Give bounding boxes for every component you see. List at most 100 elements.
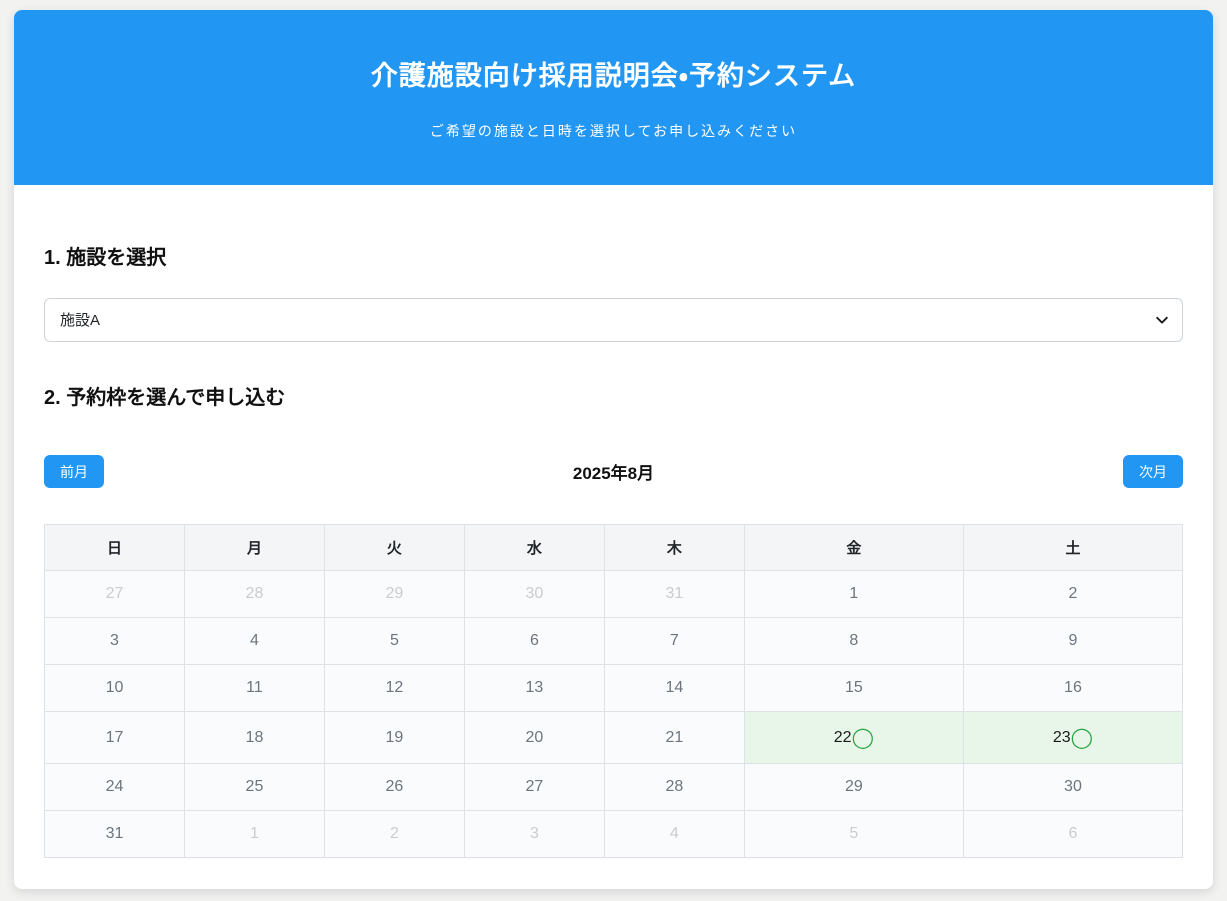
day-cell: 1 (743, 570, 964, 618)
day-cell: 15 (743, 664, 964, 712)
calendar-week-row: 3 4 5 6 7 8 9 (44, 617, 1184, 665)
weekday-header: 土 (962, 524, 1184, 571)
day-number: 4 (250, 632, 259, 649)
day-number: 29 (385, 585, 404, 602)
calendar-week-row: 27 28 29 30 31 1 2 (44, 570, 1184, 618)
day-cell: 4 (183, 617, 325, 665)
day-cell: 10 (44, 664, 185, 712)
calendar-nav: 前月 2025年8月 次月 (44, 455, 1183, 488)
day-cell: 1 (183, 810, 325, 858)
day-cell: 24 (44, 763, 185, 811)
weekday-header: 金 (743, 524, 964, 571)
day-number: 11 (246, 679, 263, 696)
day-cell: 16 (962, 664, 1184, 712)
day-number: 2 (1068, 585, 1078, 602)
facility-section-heading: 1. 施設を選択 (44, 247, 167, 269)
day-number: 6 (1068, 825, 1078, 842)
day-cell: 8 (743, 617, 964, 665)
day-number: 19 (385, 728, 404, 746)
day-cell: 3 (463, 810, 605, 858)
day-number: 31 (665, 585, 684, 602)
available-day-cell[interactable]: 22◯ (743, 711, 964, 764)
day-cell: 13 (463, 664, 605, 712)
weekday-header: 月 (183, 524, 325, 571)
calendar-month-title: 2025年8月 (572, 464, 655, 483)
day-number: 27 (525, 778, 544, 795)
calendar-week-row: 31 1 2 3 4 5 6 (44, 810, 1184, 858)
day-number: 15 (844, 679, 863, 696)
day-number: 1 (250, 825, 259, 842)
day-number: 7 (669, 632, 679, 649)
day-number: 2 (389, 825, 399, 842)
day-number: 5 (389, 632, 399, 649)
day-cell: 14 (603, 664, 745, 712)
day-number: 18 (245, 728, 264, 746)
available-day-cell[interactable]: 23◯ (962, 711, 1184, 764)
day-cell: 2 (323, 810, 465, 858)
facility-select-wrap: 施設A (44, 298, 1183, 342)
day-number: 28 (245, 585, 264, 602)
day-cell: 29 (743, 763, 964, 811)
day-number: 30 (1064, 778, 1082, 795)
day-cell: 31 (44, 810, 185, 858)
day-cell: 11 (183, 664, 325, 712)
day-cell: 7 (603, 617, 745, 665)
day-cell: 31 (603, 570, 745, 618)
day-cell: 29 (323, 570, 465, 618)
day-number: 13 (525, 679, 544, 696)
day-cell: 3 (44, 617, 185, 665)
day-number: 1 (849, 585, 859, 602)
booking-section-heading: 2. 予約枠を選んで申し込む (44, 387, 286, 409)
day-cell: 5 (323, 617, 465, 665)
page-title: 介護施設向け採用説明会・予約システム (370, 61, 857, 91)
weekday-header: 水 (463, 524, 605, 571)
day-cell: 6 (463, 617, 605, 665)
day-cell: 28 (183, 570, 325, 618)
day-number: 20 (525, 728, 544, 746)
day-number: 8 (849, 632, 859, 649)
day-number: 23 (1052, 728, 1071, 746)
day-number: 5 (849, 825, 859, 842)
prev-month-button[interactable]: 前月 (44, 455, 104, 488)
day-cell: 18 (183, 711, 325, 764)
availability-circle-icon: ◯ (851, 726, 874, 749)
day-cell: 19 (323, 711, 465, 764)
calendar-week-row: 24 25 26 27 28 29 30 (44, 763, 1184, 811)
day-number: 6 (529, 632, 539, 649)
day-number: 3 (110, 632, 119, 649)
day-cell: 5 (743, 810, 964, 858)
day-cell: 30 (962, 763, 1184, 811)
next-month-button[interactable]: 次月 (1123, 455, 1183, 488)
day-cell: 21 (603, 711, 745, 764)
day-number: 25 (245, 778, 264, 795)
day-number: 24 (105, 778, 124, 795)
calendar-week-row: 17 18 19 20 21 22◯ 23◯ (44, 711, 1184, 764)
facility-select[interactable]: 施設A (44, 298, 1183, 342)
day-number: 17 (105, 728, 124, 746)
availability-circle-icon: ◯ (1070, 726, 1094, 749)
weekday-header: 木 (603, 524, 745, 571)
day-number: 27 (105, 585, 124, 602)
calendar-weekday-row: 日月火水木金土 (44, 524, 1184, 571)
day-number: 9 (1068, 632, 1078, 649)
day-cell: 4 (603, 810, 745, 858)
day-cell: 17 (44, 711, 185, 764)
day-cell: 6 (962, 810, 1184, 858)
day-cell: 30 (463, 570, 605, 618)
day-number: 14 (665, 679, 684, 696)
day-number: 16 (1064, 679, 1082, 696)
day-number: 21 (665, 728, 684, 746)
day-cell: 27 (44, 570, 185, 618)
day-number: 12 (385, 679, 404, 696)
day-cell: 27 (463, 763, 605, 811)
weekday-header: 日 (44, 524, 185, 571)
day-number: 10 (105, 679, 124, 696)
content-area: 1. 施設を選択 施設A 2. 予約枠を選んで申し込む 前月 2025年8月 次… (14, 241, 1213, 889)
day-cell: 2 (962, 570, 1184, 618)
day-number: 26 (385, 778, 404, 795)
day-number: 4 (669, 825, 679, 842)
calendar-table: 日月火水木金土 27 28 29 30 31 1 2 3 4 5 6 7 8 9 10 11 12 13 14 15 1… (44, 524, 1184, 858)
day-cell: 12 (323, 664, 465, 712)
day-number: 30 (525, 585, 544, 602)
day-number: 31 (105, 825, 124, 842)
